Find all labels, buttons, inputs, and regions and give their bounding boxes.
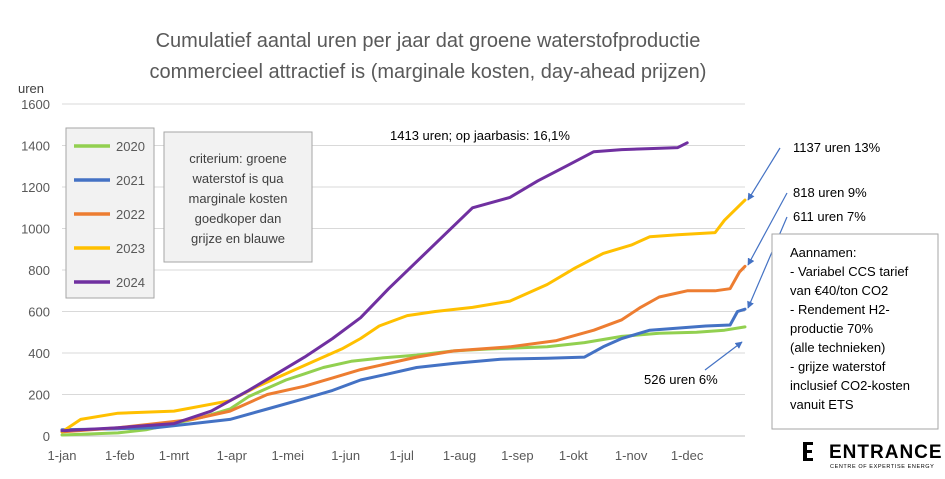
annotation-2024: 1413 uren; op jaarbasis: 16,1% [390, 128, 570, 143]
x-tick-1-jan: 1-jan [48, 448, 77, 463]
y-tick-1000: 1000 [21, 222, 50, 237]
series-line-2024 [60, 141, 689, 433]
entrance-logo: ENTRANCE CENTRE OF EXPERTISE ENERGY [803, 442, 943, 470]
assumptions-box: Aannamen: - Variabel CCS tarief van €40/… [771, 233, 939, 430]
legend: 2020 2021 2022 2023 2024 [65, 127, 155, 299]
arrow-2023 [747, 147, 781, 201]
y-tick-800: 800 [28, 263, 50, 278]
x-tick-labels: 1-jan 1-feb 1-mrt 1-apr 1-mei 1-jun 1-jul 1-aug… [48, 448, 704, 463]
assumptions-line-7: - grijze waterstof [790, 359, 886, 374]
y-tick-600: 600 [28, 305, 50, 320]
x-tick-1-okt: 1-okt [559, 448, 588, 463]
x-tick-1-nov: 1-nov [615, 448, 648, 463]
criterion-line-1: criterium: groene [189, 151, 287, 166]
annotation-2023: 1137 uren 13% [793, 140, 881, 155]
criterion-box [163, 131, 313, 263]
assumptions-line-3: van €40/ton CO2 [790, 283, 888, 298]
x-tick-1-dec: 1-dec [671, 448, 704, 463]
annotation-2021: 611 uren 7% [793, 209, 866, 224]
y-tick-labels: 0 200 400 600 800 1000 1200 1400 1600 [21, 97, 50, 444]
x-tick-1-jul: 1-jul [389, 448, 414, 463]
assumptions-line-2: - Variabel CCS tarief [790, 264, 909, 279]
y-tick-1200: 1200 [21, 180, 50, 195]
assumptions-line-5: productie 70% [790, 321, 874, 336]
x-tick-1-sep: 1-sep [501, 448, 534, 463]
arrow-2022 [747, 192, 788, 266]
criterion-line-4: goedkoper dan [195, 211, 282, 226]
annotation-2022: 818 uren 9% [793, 185, 867, 200]
y-tick-400: 400 [28, 346, 50, 361]
series-lines [60, 141, 747, 437]
chart-title: Cumulatief aantal uren per jaar dat groe… [156, 30, 701, 52]
y-axis-label: uren [18, 81, 44, 96]
legend-items: 2020 2021 2022 2023 2024 [74, 139, 145, 290]
arrow-2020 [704, 341, 743, 371]
assumptions-line-4: - Rendement H2- [790, 302, 890, 317]
legend-label-2023: 2023 [116, 241, 145, 256]
annotation-2020: 526 uren 6% [644, 372, 718, 387]
logo-name: ENTRANCE [829, 442, 943, 463]
criterion-line-2: waterstof is qua [191, 171, 284, 186]
chart-subtitle: commercieel attractief is (marginale kos… [150, 61, 707, 83]
arrow-2021 [747, 216, 788, 309]
series-line-2022 [60, 264, 747, 434]
y-tick-1400: 1400 [21, 139, 50, 154]
legend-label-2020: 2020 [116, 139, 145, 154]
x-tick-1-jun: 1-jun [331, 448, 360, 463]
assumptions-line-9: vanuit ETS [790, 397, 854, 412]
logo-mark-icon [803, 442, 813, 461]
y-tick-0: 0 [43, 429, 50, 444]
x-tick-1-aug: 1-aug [443, 448, 476, 463]
x-tick-1-feb: 1-feb [105, 448, 135, 463]
assumptions-line-1: Aannamen: [790, 245, 857, 260]
series-line-2023 [60, 198, 747, 434]
y-tick-200: 200 [28, 388, 50, 403]
y-tick-1600: 1600 [21, 97, 50, 112]
assumptions-frame [771, 233, 939, 430]
series-line-2021 [60, 307, 747, 432]
assumptions-line-8: inclusief CO2-kosten [790, 378, 910, 393]
criterion-note: criterium: groene waterstof is qua margi… [163, 131, 313, 263]
assumptions-line-6: (alle technieken) [790, 340, 885, 355]
logo-tagline: CENTRE OF EXPERTISE ENERGY [830, 464, 934, 470]
x-tick-1-mrt: 1-mrt [159, 448, 190, 463]
legend-label-2024: 2024 [116, 275, 145, 290]
criterion-line-5: grijze en blauwe [191, 231, 285, 246]
x-tick-1-mei: 1-mei [272, 448, 305, 463]
criterion-line-3: marginale kosten [189, 191, 288, 206]
legend-label-2021: 2021 [116, 173, 145, 188]
x-tick-1-apr: 1-apr [217, 448, 248, 463]
legend-label-2022: 2022 [116, 207, 145, 222]
